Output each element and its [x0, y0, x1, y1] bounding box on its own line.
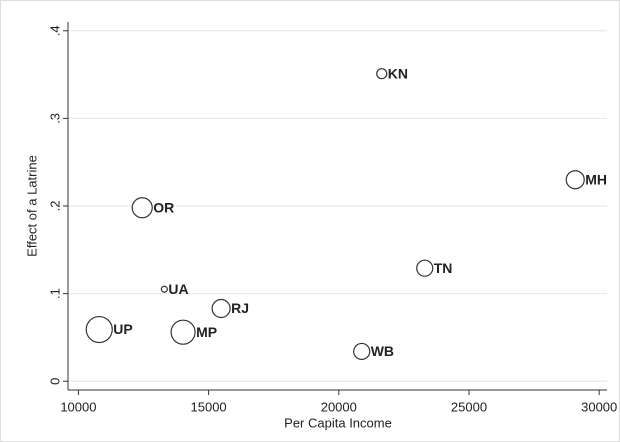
bubble: [85, 315, 113, 344]
point-label: KN: [388, 65, 408, 81]
bubble: [416, 259, 434, 277]
point-label: MP: [196, 324, 217, 340]
x-tick-label: 25000: [451, 399, 487, 414]
point-label: UP: [113, 321, 132, 337]
point-label: MH: [585, 171, 607, 187]
point-label: UA: [168, 281, 188, 297]
x-tick-label: 20000: [321, 399, 357, 414]
y-tick-label: .3: [47, 113, 62, 124]
bubble: [131, 197, 153, 219]
point-label: WB: [371, 343, 394, 359]
point-label: TN: [434, 260, 453, 276]
bubble: [376, 68, 388, 80]
x-tick-label: 15000: [191, 399, 227, 414]
y-axis-title: Effect of a Latrine: [24, 155, 39, 257]
bubble: [170, 319, 196, 345]
y-tick-label: 0: [47, 378, 62, 385]
y-tick-label: .1: [47, 288, 62, 299]
bubble: [211, 298, 231, 319]
x-tick-label: 30000: [581, 399, 617, 414]
point-label: OR: [153, 199, 174, 215]
bubble: [565, 170, 585, 190]
y-tick-label: .2: [47, 201, 62, 212]
point-label: RJ: [231, 300, 249, 316]
bubble: [353, 342, 371, 361]
bubble: [160, 285, 168, 293]
x-axis-title: Per Capita Income: [284, 415, 392, 430]
x-tick-label: 10000: [60, 399, 96, 414]
y-tick-label: .4: [47, 25, 62, 36]
